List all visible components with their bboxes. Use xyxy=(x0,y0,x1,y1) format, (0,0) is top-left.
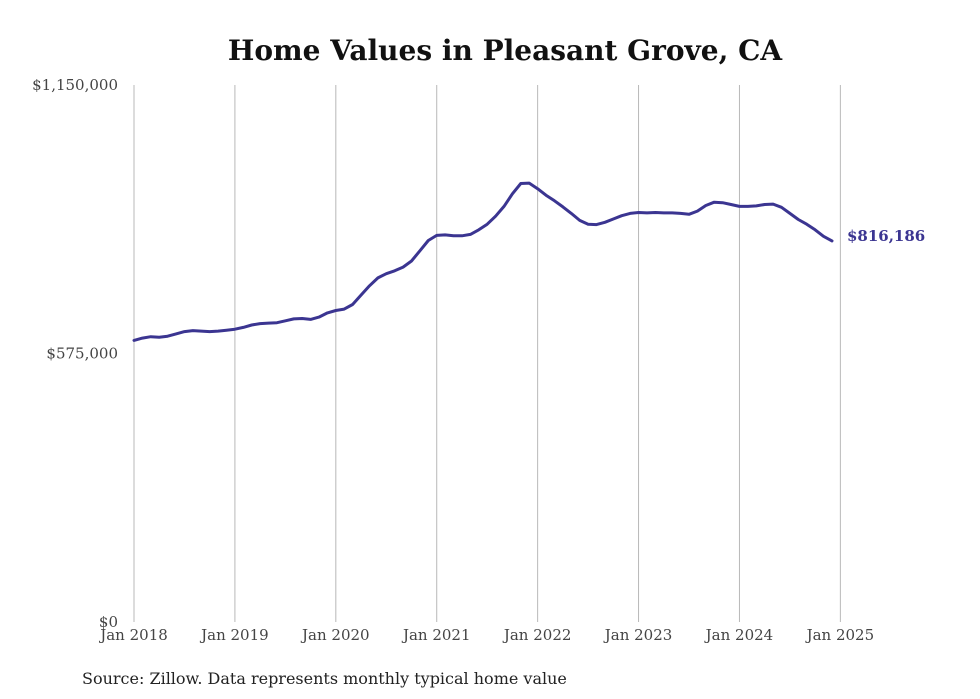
x-tick-label: Jan 2025 xyxy=(805,626,875,644)
x-tick-label: Jan 2022 xyxy=(502,626,572,644)
source-note: Source: Zillow. Data represents monthly … xyxy=(82,669,567,688)
x-tick-label: Jan 2018 xyxy=(98,626,168,644)
x-tick-label: Jan 2019 xyxy=(199,626,269,644)
series-line xyxy=(132,181,834,342)
grid-layer xyxy=(133,85,841,622)
end-value-label: $816,186 xyxy=(847,227,925,245)
y-axis: $0 $575,000 $1,150,000 xyxy=(32,76,118,631)
series-layer: $816,186 xyxy=(132,181,925,342)
y-tick-label: $0 xyxy=(99,613,118,631)
x-tick-label: Jan 2024 xyxy=(704,626,774,644)
x-axis: Jan 2018 Jan 2019 Jan 2020 Jan 2021 Jan 2022… xyxy=(98,626,874,644)
chart-title: Home Values in Pleasant Grove, CA xyxy=(228,34,783,67)
x-tick-label: Jan 2023 xyxy=(603,626,673,644)
y-tick-label: $1,150,000 xyxy=(32,76,118,94)
x-tick-label: Jan 2020 xyxy=(300,626,370,644)
x-tick-label: Jan 2021 xyxy=(401,626,471,644)
y-tick-label: $575,000 xyxy=(46,345,118,363)
